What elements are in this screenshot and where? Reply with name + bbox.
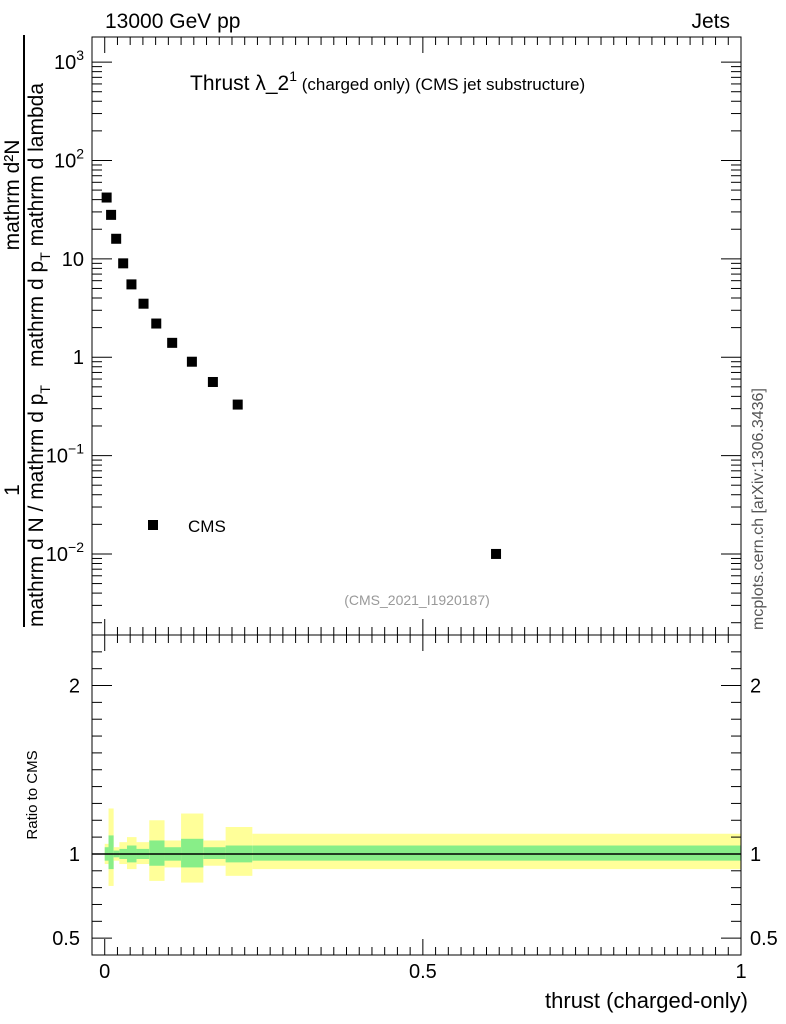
main-y-tick-label: 1 [73,347,84,369]
main-y-tick-label-base: 10 [54,150,76,172]
legend-label: CMS [188,517,226,536]
main-y-tick-label: 10−1 [46,441,84,468]
data-point [232,399,243,410]
main-y-tick-label-base: 10 [46,544,68,566]
main-y-tick-label-exp: 2 [76,145,84,161]
data-point [167,337,178,348]
data-point [106,209,117,220]
main-y-tick-label-exp: 3 [76,47,84,63]
data-point [126,279,137,290]
main-plot-points [101,192,502,559]
main-ylabel-den-sub: T [37,252,53,261]
main-plot-title: Thrust λ_21 (charged only) (CMS jet subs… [190,68,585,95]
ratio-stat-uncertainty-band [108,835,114,870]
header-left-label: 13000 GeV pp [105,10,240,33]
main-ylabel-prefix-den-sub: T [37,385,53,394]
legend-marker [148,520,158,530]
ratio-y-tick-label-right: 2 [750,676,761,698]
ratio-ylabel: Ratio to CMS [24,750,41,839]
ratio-stat-uncertainty-band [252,845,741,861]
main-y-tick-label-base: 10 [46,446,68,468]
ratio-x-tick-label: 1 [735,961,746,983]
ratio-plot-ticks: 0.5 0.51 12 20 0.5 1 [52,634,778,983]
ratio-stat-uncertainty-band [181,838,204,868]
side-label: mcplots.cern.ch [arXiv:1306.3436] [750,388,767,630]
ratio-y-tick-label-right: 1 [750,844,761,866]
header-right-label: Jets [691,10,730,33]
ratio-y-tick-label-left: 2 [69,676,80,698]
main-ylabel-denominator: mathrm d pT mathrm d lambda [25,83,53,367]
ratio-y-tick-label-left: 1 [69,844,80,866]
main-y-tick-label: 10 [62,249,84,271]
data-point [207,376,218,387]
main-y-tick-label-exp: −1 [68,441,84,457]
ratio-x-tick-label: 0.5 [409,961,437,983]
main-ylabel-prefix-denominator: mathrm d N / mathrm d pT [25,385,53,627]
ratio-bands [104,808,741,886]
main-ylabel-prefix-numerator: 1 [1,484,24,496]
main-ylabel: 1 mathrm d N / mathrm d pT mathrm d²N ma… [1,35,53,627]
main-ylabel-prefix-den-text: mathrm d N / mathrm d p [25,394,48,627]
main-ylabel-numerator: mathrm d²N [1,140,24,251]
main-y-tick-label: 10−2 [46,539,84,566]
ratio-x-tick-label: 0 [99,961,110,983]
main-y-tick-label-exp: −2 [68,539,84,555]
legend: CMS [148,517,226,536]
data-point [151,318,162,329]
main-ylabel-den-text-1: mathrm d p [25,261,48,367]
ratio-stat-uncertainty-band [149,840,165,866]
main-y-tick-label-base: 10 [54,52,76,74]
main-plot-watermark: (CMS_2021_I1920187) [344,592,490,608]
main-plot-title-sup: 1 [289,68,297,84]
main-plot-frame [91,36,742,636]
ratio-stat-uncertainty-band [203,847,226,859]
ratio-y-tick-label-right: 0.5 [750,928,778,950]
main-plot-title-rest: (charged only) (CMS jet substructure) [297,75,585,94]
data-point [186,356,197,367]
main-plot-title-main: Thrust λ_2 [190,72,289,95]
data-point [118,258,129,269]
data-point [111,233,122,244]
data-point [101,192,112,203]
main-y-tick-label: 103 [54,47,84,74]
data-point [138,298,149,309]
ratio-y-tick-label-left: 0.5 [52,928,80,950]
main-ylabel-den-text-2: mathrm d lambda [25,83,48,253]
data-point [491,548,502,559]
ratio-xlabel: thrust (charged-only) [545,988,748,1013]
ratio-plot-frame [91,634,742,956]
main-y-tick-label: 102 [54,145,84,172]
